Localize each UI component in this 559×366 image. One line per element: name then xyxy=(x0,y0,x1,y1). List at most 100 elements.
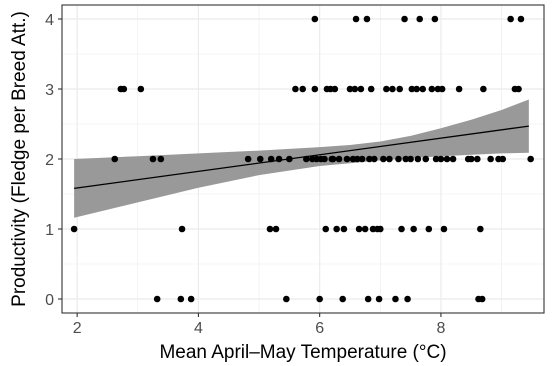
data-point xyxy=(303,155,310,163)
data-point xyxy=(178,225,186,233)
data-point xyxy=(431,15,439,23)
data-point xyxy=(474,155,481,163)
confidence-band xyxy=(74,99,529,218)
data-point xyxy=(440,225,448,233)
data-point xyxy=(256,155,264,163)
data-point xyxy=(339,295,347,303)
data-point xyxy=(352,15,360,23)
data-point xyxy=(267,155,275,163)
data-point xyxy=(392,295,399,303)
data-point xyxy=(321,155,328,163)
y-tick-label: 4 xyxy=(45,12,54,29)
data-point xyxy=(299,85,307,93)
data-point xyxy=(517,15,525,23)
data-point xyxy=(353,155,361,163)
data-point xyxy=(149,155,157,163)
data-point xyxy=(343,155,351,163)
regression-line xyxy=(74,125,529,190)
confidence-ribbon xyxy=(74,99,529,218)
data-point xyxy=(389,85,396,93)
data-point xyxy=(487,155,494,163)
data-point xyxy=(515,85,522,93)
data-point xyxy=(377,225,384,233)
data-point xyxy=(120,85,128,93)
data-point xyxy=(157,155,165,163)
data-point xyxy=(467,155,475,163)
data-point xyxy=(410,225,417,233)
data-point xyxy=(438,85,446,93)
data-point xyxy=(187,295,195,303)
data-point xyxy=(380,155,387,163)
data-point xyxy=(311,15,319,23)
data-point xyxy=(346,85,354,93)
data-point xyxy=(416,15,424,23)
data-point xyxy=(367,85,375,93)
data-point xyxy=(425,225,433,233)
x-tick-label: 8 xyxy=(436,320,445,337)
data-point xyxy=(266,225,274,233)
data-point xyxy=(478,295,486,303)
data-point xyxy=(386,155,393,163)
x-axis: 2 4 6 8 xyxy=(73,313,445,337)
data-point xyxy=(449,155,457,163)
data-point xyxy=(322,225,330,233)
data-point xyxy=(311,85,319,93)
data-point xyxy=(355,225,363,233)
y-tick-label: 1 xyxy=(45,222,54,239)
data-point xyxy=(527,155,534,163)
data-point xyxy=(402,155,410,163)
data-point xyxy=(177,295,185,303)
data-point xyxy=(407,155,414,163)
x-tick-label: 2 xyxy=(73,320,82,337)
data-point xyxy=(499,155,507,163)
data-point xyxy=(408,85,416,93)
data-point xyxy=(432,155,440,163)
data-point xyxy=(272,225,280,233)
y-tick-label: 3 xyxy=(45,82,54,99)
data-point xyxy=(396,85,404,93)
plot-panel xyxy=(61,4,545,314)
data-point xyxy=(111,155,119,163)
data-point xyxy=(153,295,161,303)
data-point xyxy=(413,85,420,93)
data-point xyxy=(428,85,436,93)
data-point xyxy=(286,155,293,163)
y-tick-label: 0 xyxy=(45,292,54,309)
data-point xyxy=(395,155,402,163)
data-point xyxy=(507,15,514,23)
data-point xyxy=(401,15,408,23)
data-point xyxy=(404,295,411,303)
data-point xyxy=(455,85,463,93)
data-point xyxy=(244,155,252,163)
data-point xyxy=(363,15,371,23)
data-point xyxy=(437,155,445,163)
data-point xyxy=(366,155,373,163)
data-point xyxy=(477,225,484,233)
data-point xyxy=(398,225,405,233)
data-point xyxy=(357,85,365,93)
data-point xyxy=(335,155,343,163)
data-point xyxy=(316,295,323,303)
data-point xyxy=(414,155,422,163)
data-point xyxy=(422,155,430,163)
data-points xyxy=(70,15,534,303)
y-axis-title: Productivity (Fledge per Breed Att.) xyxy=(9,11,30,307)
data-point xyxy=(361,225,369,233)
data-point xyxy=(480,85,487,93)
data-point xyxy=(443,155,451,163)
data-point xyxy=(70,225,78,233)
data-point xyxy=(358,155,366,163)
fit-line xyxy=(74,125,529,190)
data-point xyxy=(331,85,339,93)
data-point xyxy=(419,85,427,93)
x-tick-label: 4 xyxy=(194,320,203,337)
data-point xyxy=(137,85,145,93)
data-point xyxy=(364,295,372,303)
data-point xyxy=(340,225,348,233)
x-tick-label: 6 xyxy=(315,320,324,337)
data-point xyxy=(383,85,390,93)
y-tick-label: 2 xyxy=(45,152,54,169)
data-point xyxy=(275,155,283,163)
data-point xyxy=(375,295,383,303)
